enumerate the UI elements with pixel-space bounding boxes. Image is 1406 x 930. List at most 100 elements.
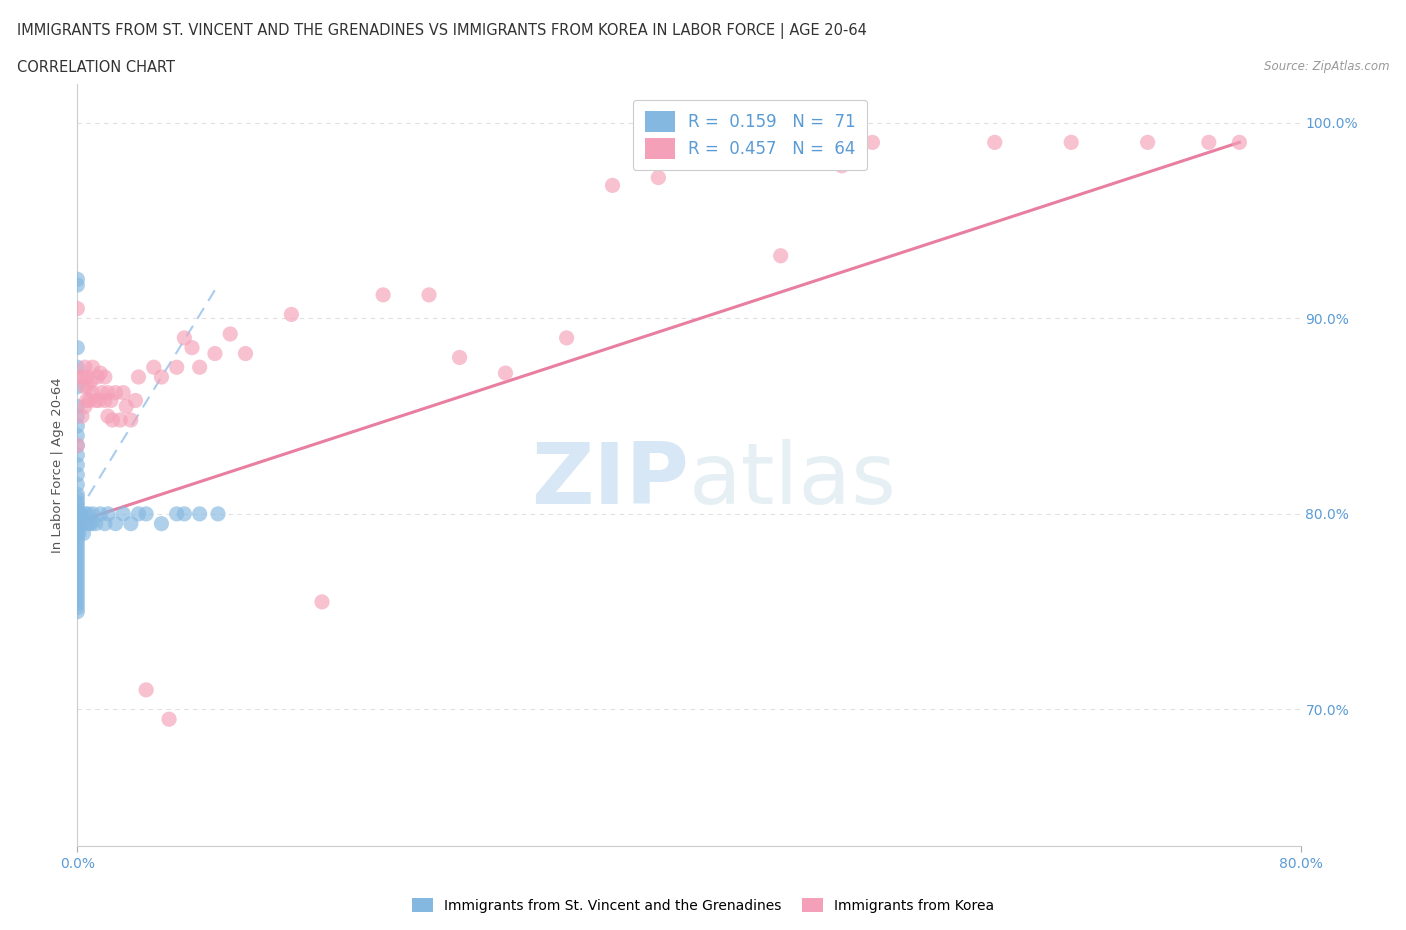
Point [418,287,440,302]
Point [128,507,150,522]
Point [495,365,517,380]
Point [66,408,89,423]
Point [97,507,120,522]
Point [66,428,89,443]
Point [70,408,93,423]
Point [66,538,89,552]
Point [120,413,142,428]
Point [204,346,226,361]
Point [142,360,165,375]
Point [66,592,89,607]
Point [104,516,127,531]
Point [66,511,89,525]
Point [1136,135,1159,150]
Point [135,683,157,698]
Point [1198,135,1220,150]
Point [135,507,157,522]
Point [94,393,117,408]
Point [77,507,100,522]
Point [709,145,731,160]
Point [76,516,98,531]
Point [66,553,89,568]
Point [66,502,89,517]
Point [66,458,89,472]
Point [66,550,89,565]
Point [66,468,89,483]
Point [166,507,188,522]
Point [1229,135,1251,150]
Point [69,507,91,522]
Point [70,516,93,531]
Point [94,369,117,384]
Point [66,360,89,375]
Point [66,600,89,615]
Point [66,278,89,293]
Point [66,272,89,286]
Point [449,350,471,365]
Text: ZIP: ZIP [531,439,689,522]
Point [66,596,89,611]
Point [66,379,89,394]
Text: atlas: atlas [689,439,897,522]
Point [66,507,89,522]
Point [82,385,104,400]
Point [66,491,89,506]
Point [157,711,180,726]
Point [181,340,204,355]
Point [67,507,90,522]
Point [76,369,98,384]
Point [371,287,394,302]
Point [80,374,103,389]
Point [112,385,135,400]
Point [862,135,884,150]
Point [66,522,89,537]
Point [79,393,101,408]
Point [76,393,98,408]
Point [66,399,89,414]
Point [66,418,89,433]
Point [66,369,89,384]
Point [128,369,150,384]
Point [66,569,89,584]
Point [90,385,112,400]
Point [84,393,107,408]
Point [108,413,131,428]
Point [740,135,762,150]
Point [73,360,96,375]
Point [80,516,103,531]
Point [235,346,257,361]
Text: CORRELATION CHART: CORRELATION CHART [17,60,174,75]
Point [984,135,1007,150]
Point [66,447,89,462]
Point [173,507,195,522]
Point [104,385,127,400]
Point [77,379,100,394]
Point [66,565,89,580]
Point [72,526,94,541]
Point [66,495,89,510]
Point [831,158,853,173]
Point [66,498,89,513]
Point [66,546,89,561]
Point [66,541,89,556]
Point [66,534,89,549]
Y-axis label: In Labor Force | Age 20-64: In Labor Force | Age 20-64 [51,378,65,552]
Point [84,516,107,531]
Point [94,516,117,531]
Point [66,604,89,619]
Point [678,154,700,169]
Point [150,516,173,531]
Point [89,365,111,380]
Point [66,487,89,502]
Point [73,379,96,394]
Point [86,369,108,384]
Point [100,393,122,408]
Point [207,507,229,522]
Point [150,369,173,384]
Point [173,330,195,345]
Point [280,307,302,322]
Point [66,518,89,533]
Point [66,526,89,541]
Point [66,340,89,355]
Point [219,326,242,341]
